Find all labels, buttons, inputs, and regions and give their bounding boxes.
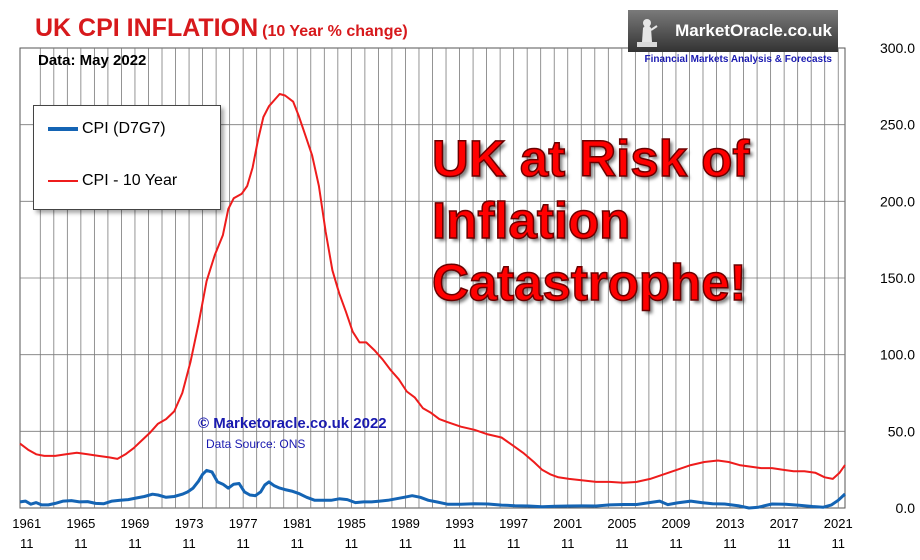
x-tick-label: 1973 bbox=[175, 516, 204, 531]
x-tick-label: 1961 bbox=[12, 516, 41, 531]
legend-label-cpi: CPI (D7G7) bbox=[82, 120, 166, 137]
legend-swatch-cpi10 bbox=[48, 180, 78, 182]
data-source-text: Data Source: ONS bbox=[206, 437, 306, 451]
x-tick-label: 2001 bbox=[553, 516, 582, 531]
x-tick-label: 2013 bbox=[716, 516, 745, 531]
y-tick-label: 0.0 bbox=[896, 500, 916, 516]
headline-line-3: Catastrophe! bbox=[431, 253, 747, 312]
x-tick-sublabel: 11 bbox=[831, 536, 845, 551]
brand-name: MarketOracle.co.uk bbox=[675, 21, 832, 40]
copyright-text: © Marketoracle.co.uk 2022 bbox=[198, 415, 387, 432]
y-tick-label: 200.0 bbox=[880, 193, 915, 209]
brand-tagline: Financial Markets Analysis & Forecasts bbox=[644, 54, 833, 65]
legend-label-cpi10: CPI - 10 Year bbox=[82, 172, 178, 189]
y-tick-label: 100.0 bbox=[880, 347, 915, 363]
legend-item-cpi: CPI (D7G7) bbox=[48, 120, 166, 138]
x-tick-sublabel: 11 bbox=[399, 536, 413, 551]
series-lines bbox=[19, 93, 847, 510]
x-tick-sublabel: 11 bbox=[182, 536, 196, 551]
x-tick-label: 2009 bbox=[661, 516, 690, 531]
x-tick-sublabel: 11 bbox=[507, 536, 521, 551]
headline-line-1: UK at Risk of bbox=[431, 129, 750, 188]
x-tick-sublabel: 11 bbox=[561, 536, 575, 551]
x-tick-label: 2017 bbox=[770, 516, 799, 531]
chart-subtitle: (10 Year % change) bbox=[262, 23, 408, 40]
x-tick-sublabel: 11 bbox=[669, 536, 683, 551]
x-tick-sublabel: 11 bbox=[345, 536, 359, 551]
y-tick-label: 250.0 bbox=[880, 117, 915, 133]
x-tick-label: 1993 bbox=[445, 516, 474, 531]
brand-logo[interactable]: MarketOracle.co.uk Financial Markets Ana… bbox=[628, 10, 838, 68]
headline-line-2: Inflation bbox=[431, 191, 631, 250]
legend-item-cpi10: CPI - 10 Year bbox=[48, 172, 177, 190]
x-tick-sublabel: 11 bbox=[453, 536, 467, 551]
series-line-cpi bbox=[19, 468, 847, 510]
series-line-cpi10 bbox=[19, 93, 846, 484]
legend: CPI (D7G7) CPI - 10 Year bbox=[33, 105, 221, 210]
x-tick-label: 1985 bbox=[337, 516, 366, 531]
x-tick-sublabel: 11 bbox=[615, 536, 629, 551]
headline: UK at Risk of Inflation Catastrophe! bbox=[431, 128, 772, 314]
x-tick-label: 1989 bbox=[391, 516, 420, 531]
x-tick-sublabel: 11 bbox=[128, 536, 142, 551]
y-tick-label: 150.0 bbox=[880, 270, 915, 286]
brand-banner: MarketOracle.co.uk bbox=[628, 10, 838, 52]
x-tick-label: 1981 bbox=[283, 516, 312, 531]
x-tick-label: 1977 bbox=[229, 516, 258, 531]
chart-title: UK CPI INFLATION (10 Year % change) bbox=[35, 14, 408, 43]
statue-icon bbox=[637, 19, 658, 47]
x-tick-label: 2005 bbox=[607, 516, 636, 531]
x-tick-sublabel: 11 bbox=[74, 536, 88, 551]
x-tick-label: 1997 bbox=[499, 516, 528, 531]
chart-title-text: UK CPI INFLATION bbox=[35, 14, 259, 42]
x-tick-label: 2021 bbox=[824, 516, 853, 531]
y-tick-label: 50.0 bbox=[888, 423, 915, 439]
legend-swatch-cpi bbox=[48, 127, 78, 131]
x-tick-sublabel: 11 bbox=[291, 536, 305, 551]
y-tick-label: 300.0 bbox=[880, 40, 915, 56]
x-tick-sublabel: 11 bbox=[723, 536, 737, 551]
x-tick-label: 1965 bbox=[66, 516, 95, 531]
x-tick-sublabel: 11 bbox=[20, 536, 34, 551]
tick-labels: 0.0 50.0 100.0 150.0 200.0 250.0 300.0 1961 11 19… bbox=[12, 40, 915, 551]
x-tick-sublabel: 11 bbox=[236, 536, 250, 551]
data-date-label: Data: May 2022 bbox=[38, 52, 147, 69]
x-tick-sublabel: 11 bbox=[777, 536, 791, 551]
x-tick-label: 1969 bbox=[120, 516, 149, 531]
